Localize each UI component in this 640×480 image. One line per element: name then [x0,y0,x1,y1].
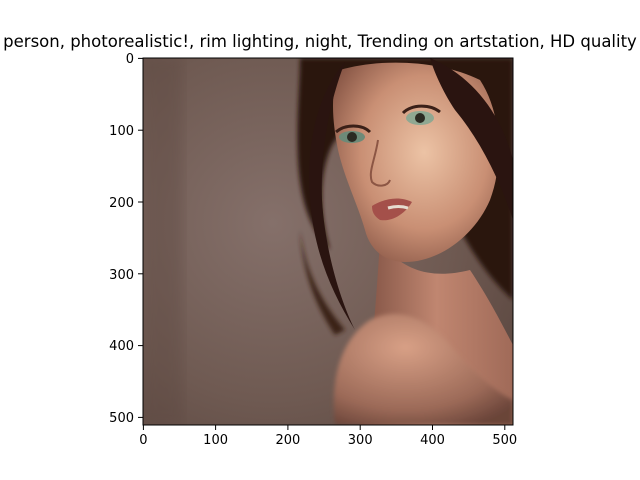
axes-frame [142,57,514,426]
x-tick-label: 200 [275,433,300,448]
y-tick-label: 100 [109,124,134,139]
nose [369,139,391,187]
x-tick-label: 300 [348,433,373,448]
x-tick-label: 400 [420,433,445,448]
hair-strand-right [430,58,513,220]
y-tick-label: 0 [126,52,134,67]
figure-title: person, photorealistic!, rim lighting, n… [3,32,637,51]
y-tick-label: 400 [109,339,134,354]
y-tick-label: 300 [109,268,134,283]
x-tick-label: 500 [492,433,517,448]
lips [372,198,412,221]
y-tick-label: 200 [109,196,134,211]
shoulder [333,314,513,425]
hair-strand-left [309,62,355,330]
x-tick-label: 0 [139,433,147,448]
x-axis: 0 100 200 300 400 500 [139,425,517,448]
portrait-image [143,58,513,425]
y-axis: 0 100 200 300 400 500 [109,52,143,426]
x-tick-label: 100 [203,433,228,448]
y-tick-label: 500 [109,411,134,426]
